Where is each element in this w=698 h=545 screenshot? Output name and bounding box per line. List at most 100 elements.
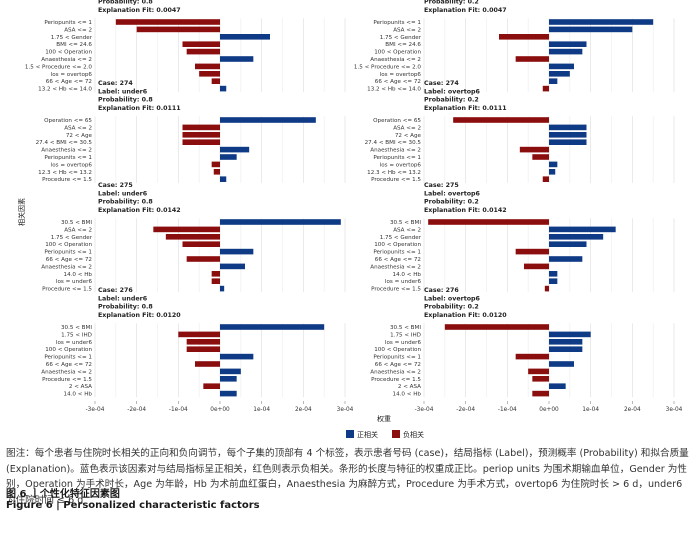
weight-bar (532, 376, 549, 382)
figure-title: 图 6 丨个性化特征因素图 (6, 489, 120, 500)
weight-bar (549, 361, 574, 367)
weight-bar (195, 361, 220, 367)
feature-label: 1.75 < Gender (380, 235, 422, 241)
feature-label: 72 < Age (395, 133, 422, 139)
feature-label: Anaesthesia <= 2 (41, 57, 92, 63)
feature-label: Procedure <= 1.5 (371, 377, 421, 383)
feature-label: Anaesthesia <= 2 (41, 148, 92, 154)
weight-bar (549, 78, 558, 84)
feature-label: 66 < Age <= 72 (375, 79, 421, 85)
panel-header-text: Label: overtop6 (424, 88, 481, 95)
weight-bar (199, 71, 220, 77)
weight-bar (499, 34, 549, 40)
weight-bar (220, 176, 227, 182)
feature-label: Procedure <= 1.5 (371, 287, 421, 293)
weight-bar (220, 368, 241, 375)
feature-label: 14.0 < Hb (64, 272, 93, 278)
feature-label: 13.2 < Hb <= 14.0 (367, 87, 421, 93)
feature-label: Procedure <= 1.5 (42, 287, 92, 293)
weight-bar (524, 263, 549, 270)
legend-swatch (346, 430, 354, 438)
feature-label: 1.75 < Gender (380, 35, 422, 41)
feature-label: los = overtop6 (51, 72, 93, 78)
feature-label: 66 < Age <= 72 (375, 362, 421, 368)
panel-header-text: Explanation Fit: 0.0047 (98, 7, 181, 14)
feature-label: Anaesthesia <= 2 (370, 148, 421, 154)
feature-label: 66 < Age <= 72 (46, 362, 92, 368)
feature-label: BMI <= 24.6 (385, 42, 421, 48)
panel-header-text: Label: under6 (98, 295, 148, 302)
feature-label: Procedure <= 1.5 (42, 377, 92, 383)
weight-bar (165, 234, 220, 240)
x-tick-label: -2e-04 (127, 407, 146, 413)
weight-bar (549, 19, 654, 25)
feature-label: 1.75 < IHD (390, 332, 421, 338)
panel-header-text: Label: overtop6 (424, 190, 481, 197)
weight-bar (220, 85, 227, 92)
feature-label: 100 < Operation (45, 347, 92, 353)
feature-label: 100 < Operation (374, 50, 421, 56)
weight-bar (515, 248, 549, 255)
feature-label: ASA <= 2 (64, 227, 92, 233)
weight-bar (549, 139, 587, 145)
x-axis-title: 权重 (377, 414, 391, 423)
x-tick-label: 1e-04 (253, 407, 270, 413)
weight-bar (532, 154, 549, 160)
weight-bar (153, 226, 220, 233)
weight-bar (220, 248, 254, 255)
feature-label: 100 < Operation (374, 242, 421, 248)
feature-label: ASA <= 2 (393, 27, 421, 33)
weight-bar (549, 383, 566, 389)
weight-bar (549, 71, 570, 77)
feature-label: Periopunits <= 1 (373, 20, 421, 26)
weight-bar (549, 124, 587, 131)
feature-label: 30.5 < BMI (390, 325, 421, 331)
weight-bar (549, 41, 587, 47)
weight-bar (182, 241, 220, 247)
feature-label: Anaesthesia <= 2 (370, 264, 421, 270)
weight-bar (220, 56, 254, 62)
weight-bar (549, 161, 558, 168)
weight-bar (195, 63, 220, 70)
feature-label: los = under6 (56, 279, 93, 285)
feature-label: 12.3 < Hb <= 13.2 (367, 170, 421, 176)
weight-bar (220, 390, 237, 397)
weight-bar (220, 146, 250, 153)
panel-header-text: Case: 275 (98, 182, 133, 189)
weight-bar (211, 271, 220, 277)
x-tick-label: -1e-04 (169, 407, 188, 413)
weight-bar (213, 169, 220, 175)
feature-label: Periopunits <= 1 (373, 155, 421, 161)
weight-bar (186, 339, 220, 345)
legend-label: 负相关 (403, 430, 424, 439)
x-tick-label: -3e-04 (86, 407, 105, 413)
weight-bar (136, 26, 220, 33)
feature-label: 72 < Age (66, 133, 93, 139)
feature-label: Anaesthesia <= 2 (41, 369, 92, 375)
panel-header-text: Case: 276 (424, 287, 459, 294)
weight-bar (220, 34, 270, 40)
feature-label: Periopunits <= 1 (44, 355, 92, 361)
feature-label: 27.4 < BMI <= 30.5 (36, 140, 93, 146)
feature-label: Anaesthesia <= 2 (370, 369, 421, 375)
feature-label: Periopunits <= 1 (373, 250, 421, 256)
weight-bar (220, 285, 225, 292)
weight-bar (544, 285, 549, 292)
feature-label: Procedure <= 1.5 (42, 177, 92, 183)
feature-label: Periopunits <= 1 (44, 20, 92, 26)
feature-label: ASA <= 2 (393, 227, 421, 233)
weight-bar (220, 263, 245, 270)
panel-header-text: Explanation Fit: 0.0111 (98, 105, 181, 112)
legend-label: 正相关 (357, 430, 378, 439)
feature-label: los = under6 (56, 340, 93, 346)
feature-label: ASA <= 2 (393, 125, 421, 131)
feature-label: 12.3 < Hb <= 13.2 (38, 170, 92, 176)
panel-header-text: Case: 274 (98, 80, 133, 87)
weight-bar (549, 132, 587, 138)
weight-bar (549, 63, 574, 70)
feature-label: 2 < ASA (398, 384, 421, 390)
x-tick-label: -2e-04 (456, 407, 475, 413)
panel-header-text: Probability: 0.2 (424, 304, 479, 311)
feature-label: 1.75 < Gender (51, 235, 93, 241)
